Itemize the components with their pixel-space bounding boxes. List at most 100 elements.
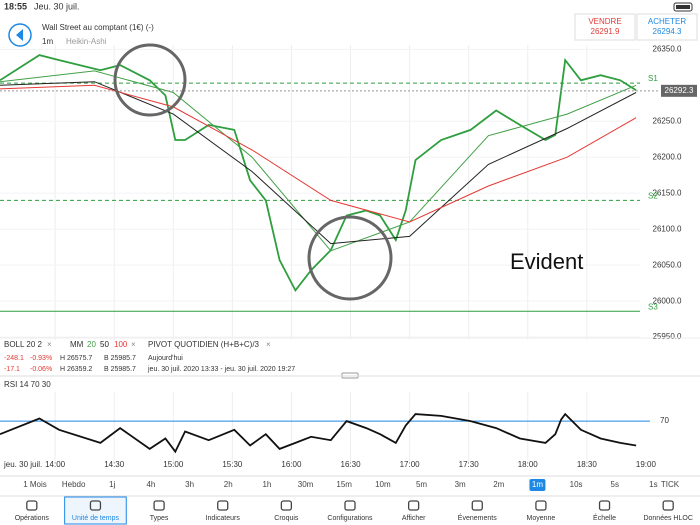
- series-line: [0, 412, 637, 454]
- legend-high: H 26359.2: [60, 366, 92, 373]
- x-tick-label: 14:30: [104, 460, 125, 469]
- sell-box[interactable]: [574, 13, 636, 41]
- timeframe-option[interactable]: 5s: [611, 480, 619, 489]
- rsi-title: RSI 14 70 30: [4, 380, 51, 389]
- legend-period: Aujourd'hui: [148, 355, 183, 362]
- x-tick-label: 18:30: [577, 460, 598, 469]
- toolbar-button[interactable]: Évenements: [458, 513, 497, 522]
- x-tick-label: 17:30: [459, 460, 480, 469]
- chart-style: Heikin-Ashi: [66, 37, 107, 46]
- toolbar-button[interactable]: Échelle: [593, 513, 616, 522]
- toolbar-icon: [535, 500, 547, 511]
- battery-level: [676, 5, 690, 9]
- annotation-text: Evident: [510, 249, 583, 274]
- timeframe-option[interactable]: 3m: [455, 480, 466, 489]
- toolbar-icon: [153, 500, 165, 511]
- timeframe-option[interactable]: TICK: [661, 480, 680, 489]
- legend-change: -248.1: [4, 355, 24, 362]
- legend-change-pct: -0.06%: [30, 366, 52, 373]
- x-tick-label: 19:00: [636, 460, 657, 469]
- toolbar-icon: [471, 500, 483, 511]
- status-date: Jeu. 30 juil.: [34, 1, 80, 11]
- legend-mm-param: 50: [100, 340, 109, 349]
- toolbar-icon: [280, 500, 293, 511]
- y-tick-label: 26250.0: [653, 116, 682, 125]
- timeframe-option[interactable]: 10m: [375, 480, 391, 489]
- buy-price: 26294.3: [653, 27, 682, 36]
- battery: [673, 2, 693, 12]
- y-tick-label: 25950.0: [653, 332, 682, 341]
- toolbar-button[interactable]: Configurations: [327, 515, 373, 522]
- timeframe-option[interactable]: 2m: [493, 480, 504, 489]
- status-time: 18:55: [4, 1, 27, 11]
- pivot-label: S2: [648, 192, 658, 201]
- toolbar-icon: [344, 500, 356, 511]
- current-price-tag: [661, 84, 697, 97]
- toolbar-button[interactable]: Opérations: [15, 515, 50, 522]
- timeframe-option[interactable]: 1j: [109, 480, 115, 489]
- legend-boll: BOLL 20 2: [4, 340, 43, 349]
- y-tick-label: 26150.0: [653, 188, 682, 197]
- timeframe-option[interactable]: 10s: [570, 480, 583, 489]
- toolbar-button[interactable]: Moyenne: [527, 515, 556, 522]
- timeframe-option[interactable]: Hebdo: [62, 480, 86, 489]
- legend-mm: MM: [70, 340, 84, 349]
- timeframe-option[interactable]: 3h: [185, 480, 194, 489]
- x-tick-label: 15:00: [163, 460, 184, 469]
- timeframe-option[interactable]: 4h: [146, 480, 155, 489]
- toolbar-button[interactable]: Indicateurs: [206, 515, 241, 522]
- legend-high: H 26575.7: [60, 355, 92, 362]
- x-tick-label: 16:30: [341, 460, 362, 469]
- x-date-label: jeu. 30 juil.: [3, 460, 42, 469]
- legend-pivot: PIVOT QUOTIDIEN (H+B+C)/3: [148, 340, 260, 349]
- legend-close[interactable]: ×: [47, 340, 52, 349]
- x-tick-label: 16:00: [281, 460, 302, 469]
- legend-period: jeu. 30 juil. 2020 13:33 - jeu. 30 juil.…: [147, 366, 295, 373]
- timeframe-selected: [529, 479, 546, 491]
- legend-close[interactable]: ×: [266, 340, 271, 349]
- x-tick-label: 15:30: [222, 460, 243, 469]
- legend-close[interactable]: ×: [131, 340, 136, 349]
- legend-mm-param: 20: [87, 340, 96, 349]
- toolbar-icon: [89, 500, 102, 511]
- timeframe-option[interactable]: 15m: [336, 480, 352, 489]
- current-price-label: 26292.3: [665, 86, 694, 95]
- series-line: [0, 70, 637, 252]
- toolbar-button[interactable]: Types: [150, 515, 169, 522]
- timeframe-label: 1m: [42, 37, 53, 46]
- toolbar-button[interactable]: Croquis: [274, 515, 299, 522]
- legend-low: B 25985.7: [104, 366, 136, 373]
- x-tick-label: 18:00: [518, 460, 539, 469]
- x-tick-label: 14:00: [45, 460, 66, 469]
- sell-label: VENDRE: [588, 17, 621, 26]
- timeframe-option[interactable]: 1h: [262, 480, 271, 489]
- timeframe-option[interactable]: 1s: [649, 480, 657, 489]
- y-tick-label: 26000.0: [653, 296, 682, 305]
- timeframe-option[interactable]: 1 Mois: [23, 480, 47, 489]
- legend-low: B 25985.7: [104, 355, 136, 362]
- buy-label: ACHETER: [648, 17, 686, 26]
- timeframe-option[interactable]: 1m: [532, 480, 543, 489]
- toolbar-button[interactable]: Données HLOC: [643, 515, 692, 522]
- y-tick-label: 26050.0: [653, 260, 682, 269]
- toolbar-icon: [26, 500, 38, 511]
- toolbar-icon: [662, 500, 674, 511]
- toolbar-button[interactable]: Afficher: [402, 515, 426, 522]
- timeframe-option[interactable]: 2h: [224, 480, 233, 489]
- y-tick-label: 70: [660, 416, 669, 425]
- toolbar-icon: [217, 500, 229, 511]
- timeframe-option[interactable]: 30m: [298, 480, 314, 489]
- instrument-name[interactable]: Wall Street au comptant (1€) (-): [42, 23, 154, 32]
- pivot-label: S3: [648, 302, 658, 311]
- buy-box[interactable]: [636, 13, 698, 41]
- timeframe-option[interactable]: 5m: [416, 480, 427, 489]
- toolbar-button[interactable]: Unité de temps: [72, 515, 120, 522]
- legend-mm-param: 100: [114, 340, 128, 349]
- back-icon: [16, 29, 23, 41]
- annotation-circle: [113, 43, 187, 117]
- toolbar-icon: [598, 500, 611, 511]
- y-tick-label: 26200.0: [653, 152, 682, 161]
- pivot-label: S1: [648, 74, 658, 83]
